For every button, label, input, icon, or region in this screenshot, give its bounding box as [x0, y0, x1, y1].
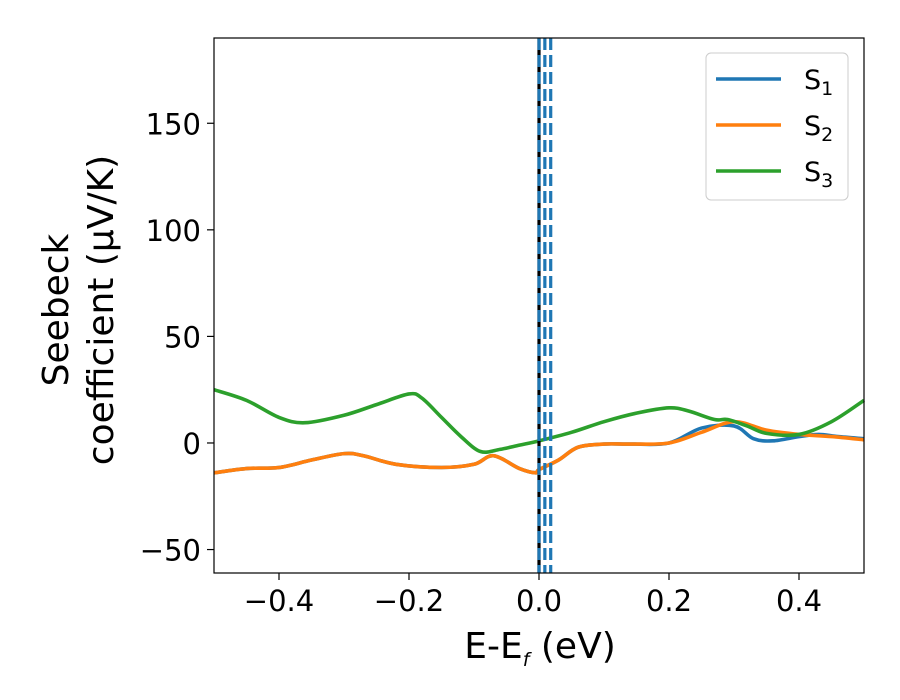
legend-label-s3: S3	[804, 157, 833, 192]
y-axis-label-line2: coefficient (μV/K)	[81, 155, 122, 465]
x-tick-label: 0.2	[646, 584, 692, 618]
series-line-s3	[213, 387, 865, 455]
x-tick-label: 0.4	[776, 584, 822, 618]
x-axis-label: E-Ef (eV)	[464, 626, 616, 671]
legend-label-s1: S1	[804, 65, 833, 100]
x-tick-label: −0.4	[244, 584, 314, 618]
reference-lines	[537, 38, 553, 573]
legend: S1 S2 S3	[705, 52, 849, 201]
y-tick-label: 100	[146, 214, 201, 248]
y-tick-label: 50	[164, 320, 201, 354]
x-tick-label: −0.2	[374, 584, 444, 618]
y-axis-label-line1: Seebeck	[36, 233, 77, 386]
x-axis-ticks: −0.4 −0.2 0.0 0.2 0.4	[244, 573, 822, 618]
x-tick-label: 0.0	[516, 584, 562, 618]
legend-label-s2: S2	[804, 111, 833, 146]
series-layer	[213, 387, 865, 475]
y-axis-ticks: −50 0 50 100 150	[140, 107, 214, 568]
y-tick-label: 150	[146, 107, 201, 141]
y-tick-label: 0	[183, 427, 201, 461]
y-axis-label: Seebeck coefficient (μV/K)	[36, 155, 122, 465]
y-tick-label: −50	[140, 534, 201, 568]
